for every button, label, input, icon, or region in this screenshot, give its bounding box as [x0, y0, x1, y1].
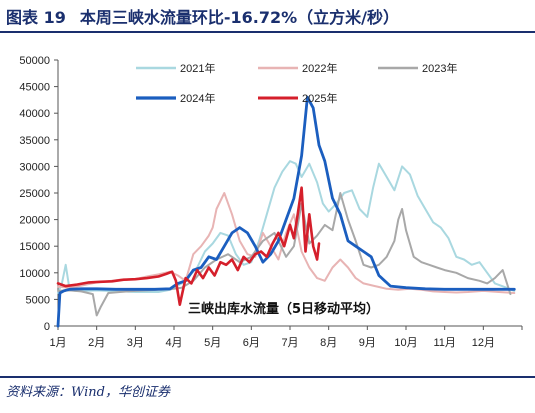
- y-tick-label: 15000: [19, 241, 50, 253]
- source-text: 资料来源：Wind，华创证券: [6, 385, 170, 400]
- x-tick-label: 8月: [320, 337, 337, 349]
- chart-legend: 2021年 2022年 2023年 2024年 2025年: [136, 61, 457, 105]
- y-tick-label: 30000: [19, 161, 50, 173]
- figure-title: 本周三峡水流量环比-16.72%（立方米/秒）: [79, 8, 399, 27]
- y-tick-label: 20000: [19, 215, 50, 227]
- y-tick-label: 35000: [19, 135, 50, 147]
- source-rule: [0, 376, 535, 378]
- chart-annotation: 三峡出库水流量（5日移动平均）: [188, 301, 379, 317]
- x-tick-label: 11月: [433, 337, 455, 349]
- y-tick-label: 50000: [19, 55, 50, 67]
- chart-axes: 0 5000 10000 15000 20000 25000 30000 35000 40000…: [19, 55, 523, 349]
- source-note: 资料来源：Wind，华创证券: [6, 381, 170, 400]
- x-tick-label: 12月: [472, 337, 495, 349]
- y-tick-label: 40000: [19, 108, 50, 120]
- x-tick-label: 4月: [165, 337, 182, 349]
- figure-title-bar: 图表 19 本周三峡水流量环比-16.72%（立方米/秒）: [6, 4, 529, 28]
- x-tick-label: 1月: [49, 337, 66, 349]
- x-tick-label: 2月: [88, 337, 105, 349]
- legend-label: 2021年: [180, 61, 215, 75]
- series-line-2023: [57, 192, 512, 317]
- legend-label: 2023年: [422, 61, 457, 75]
- y-tick-label: 0: [44, 321, 50, 333]
- series-layer: [56, 95, 516, 328]
- title-rule: [0, 31, 535, 33]
- x-tick-label: 7月: [281, 337, 298, 349]
- x-tick-label: 5月: [204, 337, 221, 349]
- y-tick-label: 25000: [19, 188, 50, 200]
- legend-label: 2024年: [180, 91, 215, 105]
- x-tick-label: 9月: [359, 337, 376, 349]
- series-line-2021: [57, 160, 516, 294]
- x-tick-label: 6月: [243, 337, 260, 349]
- x-tick-label: 3月: [127, 337, 144, 349]
- y-tick-label: 5000: [26, 294, 50, 306]
- y-tick-label: 45000: [19, 82, 50, 94]
- figure-number: 图表 19: [6, 8, 66, 27]
- legend-label: 2022年: [302, 61, 337, 75]
- legend-label: 2025年: [302, 91, 337, 105]
- y-tick-label: 10000: [19, 268, 50, 280]
- series-line-2024: [56, 95, 516, 328]
- series-line-2025: [56, 186, 321, 307]
- x-tick-label: 10月: [394, 337, 417, 349]
